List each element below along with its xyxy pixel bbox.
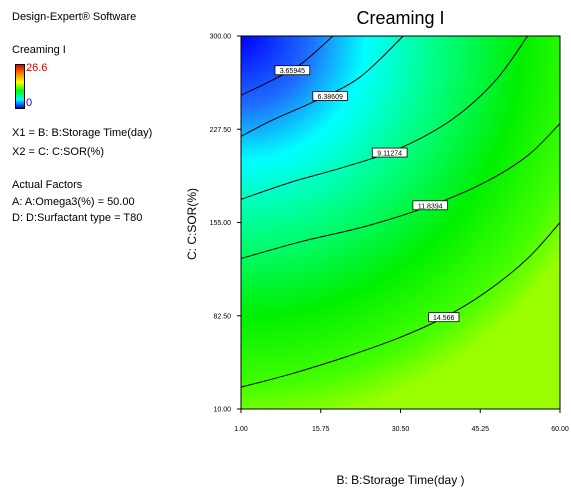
contour-label: 14.566 <box>433 315 455 322</box>
contour-label: 9.11274 <box>377 151 402 158</box>
legend-title: Creaming I <box>12 44 66 56</box>
contour-label-box <box>412 200 449 211</box>
software-name: Design-Expert® Software <box>12 11 137 23</box>
factor-x2: X2 = C: C:SOR(%) <box>12 146 104 158</box>
legend-max-value: 26.6 <box>26 62 48 74</box>
color-legend-bar <box>15 64 25 109</box>
contour-label: 3.65945 <box>280 68 305 75</box>
x-tick-label: 15.75 <box>312 426 330 433</box>
x-tick-label: 1.00 <box>234 426 248 433</box>
y-tick-label: 300.00 <box>210 34 232 41</box>
y-tick-label: 10.00 <box>213 407 231 414</box>
x-axis-label: B: B:Storage Time(day ) <box>336 473 465 487</box>
y-tick-label: 227.50 <box>210 127 232 134</box>
contour-label-box <box>274 65 311 76</box>
contour-label-box <box>312 91 349 101</box>
y-tick-label: 155.00 <box>210 220 232 227</box>
contour-label: 11.8394 <box>418 203 443 210</box>
contour-line <box>240 222 561 388</box>
actual-factor-d: D: D:Surfactant type = T80 <box>12 212 143 224</box>
legend-min-value: 0 <box>26 97 33 109</box>
actual-factors-heading: Actual Factors <box>12 179 83 191</box>
chart-title: Creaming I <box>356 8 445 28</box>
factor-x1: X1 = B: B:Storage Time(day) <box>12 127 153 139</box>
x-tick-label: 60.00 <box>551 426 569 433</box>
plot-area <box>240 35 561 410</box>
contour-label: 6.38609 <box>318 94 343 101</box>
contour-label-box <box>371 147 408 158</box>
x-tick-label: 30.50 <box>392 426 410 433</box>
y-tick-label: 82.50 <box>213 313 231 320</box>
x-tick-label: 45.25 <box>471 426 489 433</box>
actual-factor-a: A: A:Omega3(%) = 50.00 <box>12 196 135 208</box>
contour-label-box <box>428 312 460 323</box>
